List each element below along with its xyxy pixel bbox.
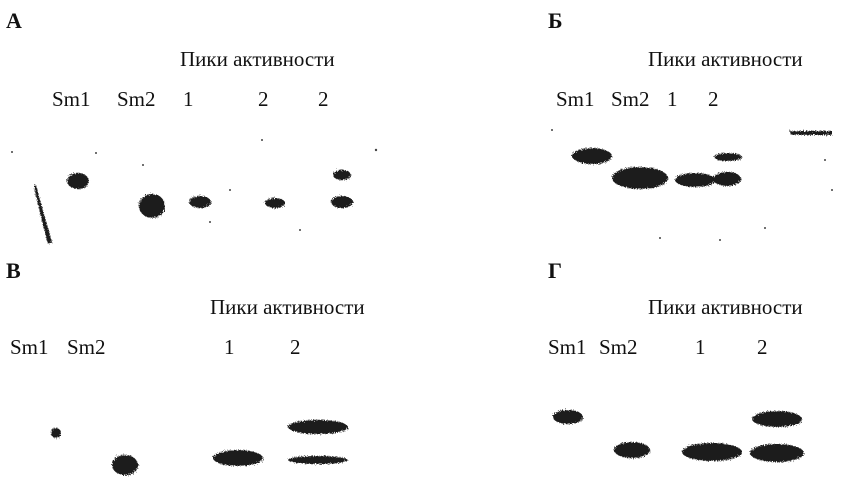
panel-g: Г Пики активности Sm1 Sm2 1 2 [548, 258, 804, 462]
panel-label: Г [548, 258, 562, 283]
panel-b: Б Пики активности Sm1 Sm2 1 2 [548, 8, 833, 241]
panel-v: В Пики активности Sm1 Sm2 1 2 [6, 258, 365, 475]
lane-label: Sm1 [10, 335, 49, 359]
lane-label: 2 [757, 335, 768, 359]
lane-label: Sm2 [611, 87, 650, 111]
lane-label: Sm1 [52, 87, 91, 111]
panel-heading: Пики активности [648, 47, 803, 71]
lane-label: 1 [183, 87, 194, 111]
gel-bands [51, 420, 348, 475]
gel-bands [572, 131, 832, 189]
lane-label: 2 [290, 335, 301, 359]
lane-label: Sm1 [556, 87, 595, 111]
panel-label: А [6, 8, 22, 33]
lane-label: Sm2 [67, 335, 106, 359]
panel-label: В [6, 258, 21, 283]
lane-label: 2 [258, 87, 269, 111]
gel-bands [34, 170, 353, 244]
lane-label: Sm1 [548, 335, 587, 359]
specks [11, 139, 377, 231]
lane-label: Sm2 [599, 335, 638, 359]
lane-label: 1 [667, 87, 678, 111]
panel-a: А Пики активности Sm1 Sm2 1 2 2 [6, 8, 377, 244]
lane-label: 2 [318, 87, 329, 111]
gel-figure: А Пики активности Sm1 Sm2 1 2 2 Б Пики а… [0, 0, 843, 485]
panel-heading: Пики активности [180, 47, 335, 71]
lane-label: 1 [695, 335, 706, 359]
panel-heading: Пики активности [210, 295, 365, 319]
panel-heading: Пики активности [648, 295, 803, 319]
panel-label: Б [548, 8, 563, 33]
lane-label: 2 [708, 87, 719, 111]
lane-label: 1 [224, 335, 235, 359]
gel-bands [553, 410, 804, 462]
lane-label: Sm2 [117, 87, 156, 111]
